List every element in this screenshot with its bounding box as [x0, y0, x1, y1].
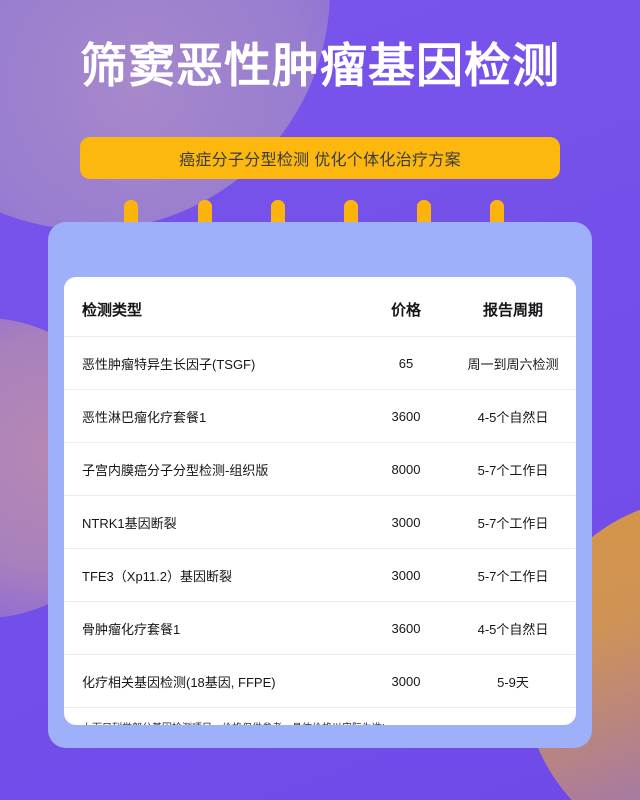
table-body: 恶性肿瘤特异生长因子(TSGF) 65 周一到周六检测 恶性淋巴瘤化疗套餐1 3600 4…: [64, 336, 576, 725]
column-header-type: 检测类型: [82, 302, 143, 319]
table-row: TFE3（Xp11.2）基因断裂 3000 5-7个工作日: [64, 548, 576, 602]
column-header-price: 价格: [390, 302, 421, 319]
table-header-row: 检测类型 价格 报告周期: [64, 277, 576, 337]
table-row: 恶性肿瘤特异生长因子(TSGF) 65 周一到周六检测: [64, 336, 576, 390]
cell-report-cycle: 4-5个自然日: [450, 601, 576, 655]
table-row: 化疗相关基因检测(18基因, FFPE) 3000 5-9天: [64, 654, 576, 708]
cell-test-name: 骨肿瘤化疗套餐1: [64, 601, 362, 655]
cell-test-name: NTRK1基因断裂: [64, 495, 362, 549]
column-header-cycle: 报告周期: [482, 302, 543, 319]
table-row: 恶性淋巴瘤化疗套餐1 3600 4-5个自然日: [64, 389, 576, 443]
cell-price: 65: [362, 336, 450, 390]
cell-price: 3000: [362, 495, 450, 549]
table-row: 子宫内膜癌分子分型检测-组织版 8000 5-7个工作日: [64, 442, 576, 496]
cell-report-cycle: 5-7个工作日: [450, 548, 576, 602]
cell-report-cycle: 周一到周六检测: [450, 336, 576, 390]
page-title: 筛窦恶性肿瘤基因检测: [80, 39, 560, 92]
cell-test-name: 恶性淋巴瘤化疗套餐1: [64, 389, 362, 443]
table-row: NTRK1基因断裂 3000 5-7个工作日: [64, 495, 576, 549]
table-row: 骨肿瘤化疗套餐1 3600 4-5个自然日: [64, 601, 576, 655]
subtitle-banner: 癌症分子分型检测 优化个体化治疗方案: [80, 137, 560, 179]
cell-report-cycle: 5-7个工作日: [450, 442, 576, 496]
price-card: 检测类型 价格 报告周期 恶性肿瘤特异生长因子(TSGF) 65 周一到周六检测 恶性…: [64, 277, 576, 725]
cell-price: 3600: [362, 389, 450, 443]
cell-report-cycle: 5-7个工作日: [450, 495, 576, 549]
cell-test-name: 子宫内膜癌分子分型检测-组织版: [64, 442, 362, 496]
cell-report-cycle: 4-5个自然日: [450, 389, 576, 443]
cell-report-cycle: 5-9天: [450, 654, 576, 708]
cell-price: 3600: [362, 601, 450, 655]
price-table: 检测类型 价格 报告周期 恶性肿瘤特异生长因子(TSGF) 65 周一到周六检测 恶性…: [64, 277, 576, 725]
outer-card: 检测类型 价格 报告周期 恶性肿瘤特异生长因子(TSGF) 65 周一到周六检测 恶性…: [48, 222, 592, 748]
cell-price: 8000: [362, 442, 450, 496]
cell-price: 3000: [362, 654, 450, 708]
cell-test-name: 化疗相关基因检测(18基因, FFPE): [64, 654, 362, 708]
cell-test-name: 恶性肿瘤特异生长因子(TSGF): [64, 336, 362, 390]
table-note-text: 上面只列举部分基因检测项目，价格仅供参考，具体价格以实际为准!: [64, 707, 576, 725]
cell-test-name: TFE3（Xp11.2）基因断裂: [64, 548, 362, 602]
cell-price: 3000: [362, 548, 450, 602]
subtitle-text: 癌症分子分型检测 优化个体化治疗方案: [179, 152, 461, 169]
decorative-blob-top-left: [0, 0, 330, 230]
table-note-row: 上面只列举部分基因检测项目，价格仅供参考，具体价格以实际为准!: [64, 707, 576, 725]
